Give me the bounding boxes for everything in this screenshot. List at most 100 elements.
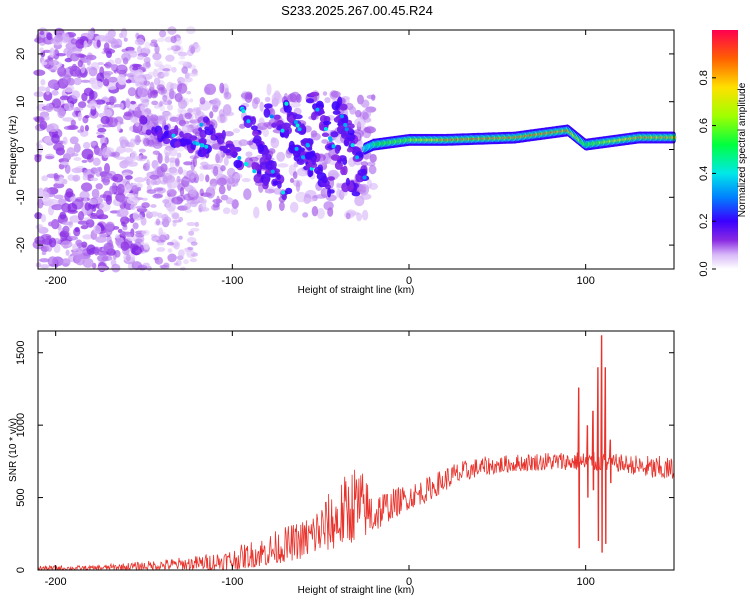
heatmap-cell xyxy=(81,241,88,248)
heatmap-cell xyxy=(132,211,139,221)
heatmap-cell xyxy=(318,121,325,131)
heatmap-cell xyxy=(346,147,353,153)
heatmap-cell xyxy=(311,156,317,166)
heatmap-cell xyxy=(178,60,188,66)
heatmap-cell xyxy=(204,83,217,95)
heatmap-cell xyxy=(70,119,76,127)
heatmap-cell xyxy=(186,221,196,227)
heatmap-cell xyxy=(126,197,139,205)
heatmap-cell xyxy=(310,112,317,121)
heatmap-cell xyxy=(205,174,210,183)
heatmap-cell xyxy=(204,144,209,149)
heatmap-cell xyxy=(212,165,219,177)
heatmap-cell xyxy=(121,159,130,165)
heatmap-cell xyxy=(165,54,175,62)
heatmap-cell xyxy=(232,151,238,157)
heatmap-cell xyxy=(361,209,369,221)
heatmap-cell xyxy=(219,113,226,123)
heatmap-cell xyxy=(149,174,160,180)
heatmap-cell xyxy=(59,95,70,101)
heatmap-cell xyxy=(162,68,171,72)
heatmap-cell xyxy=(80,224,89,230)
heatmap-cell xyxy=(313,166,324,175)
heatmap-cell xyxy=(116,183,125,195)
heatmap-cell xyxy=(47,123,59,133)
heatmap-cell xyxy=(167,47,172,51)
heatmap-cell xyxy=(146,265,152,271)
heatmap-cell xyxy=(58,176,64,183)
heatmap-cell xyxy=(354,118,366,127)
heatmap-cell xyxy=(266,199,272,212)
heatmap-cell xyxy=(253,206,260,219)
heatmap-cell xyxy=(90,212,97,217)
x-tick-label: 100 xyxy=(576,576,594,588)
heatmap-cell xyxy=(48,237,57,248)
heatmap-cell xyxy=(339,103,348,111)
heatmap-cell xyxy=(305,142,310,147)
heatmap-cell xyxy=(170,35,177,44)
heatmap-cell xyxy=(39,47,44,53)
heatmap-cell xyxy=(241,109,246,114)
heatmap-cell xyxy=(53,194,64,200)
chart-title: S233.2025.267.00.45.R24 xyxy=(281,3,433,18)
heatmap-cell xyxy=(81,92,88,102)
heatmap-cell xyxy=(171,133,176,138)
heatmap-cell xyxy=(77,101,87,109)
heatmap-cell xyxy=(170,45,176,51)
colorbar-tick-label: 0.0 xyxy=(698,261,710,276)
heatmap-cell xyxy=(147,88,153,100)
heatmap-cell xyxy=(107,76,118,83)
heatmap-cell xyxy=(246,140,254,146)
heatmap-cell xyxy=(102,109,113,118)
heatmap-cell xyxy=(62,117,74,122)
heatmap-cell xyxy=(72,243,78,252)
heatmap-cell xyxy=(189,258,197,263)
heatmap-cell xyxy=(195,141,200,146)
heatmap-cell xyxy=(259,101,264,112)
heatmap-cell xyxy=(40,214,47,223)
heatmap-cell xyxy=(289,102,301,108)
heatmap-cell xyxy=(96,265,108,271)
heatmap-cell xyxy=(328,137,333,142)
colorbar-tick-label: 0.4 xyxy=(698,166,710,181)
y-tick-label: 1500 xyxy=(15,340,27,364)
heatmap-cell xyxy=(270,169,275,174)
heatmap-cell xyxy=(366,94,376,100)
heatmap-cell xyxy=(69,196,76,202)
heatmap-cell xyxy=(123,111,132,117)
heatmap-cell xyxy=(277,163,289,168)
heatmap-cell xyxy=(60,32,70,44)
heatmap-cell xyxy=(323,127,328,131)
heatmap-cell xyxy=(115,156,126,160)
heatmap-cell xyxy=(44,103,54,113)
heatmap-cell xyxy=(91,80,104,90)
y-tick-label: 500 xyxy=(15,488,27,506)
heatmap-cell xyxy=(60,240,73,249)
heatmap-cell xyxy=(268,148,276,155)
heatmap-cell xyxy=(285,187,293,195)
heatmap-cell xyxy=(82,234,93,240)
heatmap-cell xyxy=(292,171,298,180)
heatmap-cell xyxy=(336,188,342,198)
heatmap-cell xyxy=(271,92,283,105)
heatmap-cell xyxy=(199,122,204,127)
heatmap-cell xyxy=(309,91,320,97)
heatmap-cell xyxy=(183,161,193,166)
heatmap-cell xyxy=(86,219,94,224)
heatmap-cell xyxy=(162,94,168,102)
heatmap-cell xyxy=(117,64,127,71)
heatmap-cell xyxy=(149,41,158,47)
heatmap-cell xyxy=(182,169,188,176)
heatmap-cell xyxy=(86,67,92,72)
heatmap-cell xyxy=(362,108,372,119)
heatmap-cell xyxy=(103,42,110,51)
heatmap-cell xyxy=(305,98,315,104)
heatmap-cell xyxy=(311,206,319,217)
heatmap-cell xyxy=(182,132,193,140)
heatmap-cell xyxy=(73,77,82,86)
heatmap-cell xyxy=(330,131,339,138)
heatmap-cell xyxy=(145,129,152,136)
heatmap-cell xyxy=(123,147,134,153)
heatmap-cell xyxy=(216,134,222,143)
heatmap-cell xyxy=(131,245,142,256)
